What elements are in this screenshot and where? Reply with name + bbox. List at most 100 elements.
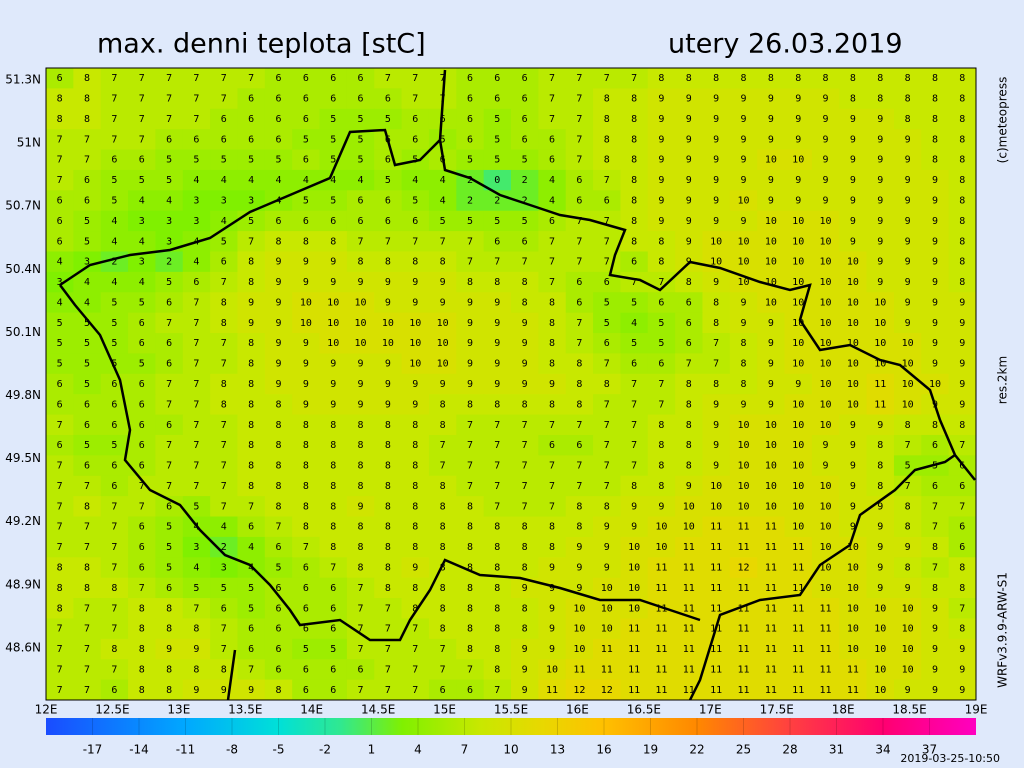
temperature-value: 9 [303,399,309,410]
temperature-value: 5 [84,440,90,451]
temperature-value: 5 [303,134,309,145]
temperature-cell [511,353,539,375]
temperature-cell [948,333,976,354]
temperature-value: 5 [385,175,391,186]
temperature-value: 7 [166,481,172,492]
temperature-value: 7 [959,501,965,512]
temperature-value: 9 [932,297,938,308]
temperature-cell [729,557,758,579]
temperature-cell [593,292,621,314]
temperature-value: 10 [929,379,941,390]
temperature-cell [483,312,512,334]
temperature-cell [128,577,156,599]
temperature-value: 7 [57,522,63,533]
temperature-value: 11 [765,664,777,675]
temperature-value: 4 [139,277,145,288]
temperature-value: 8 [631,155,637,166]
temperature-value: 10 [765,297,777,308]
temperature-cell [839,577,868,599]
temperature-cell [264,618,293,640]
temperature-cell [264,516,293,538]
temperature-value: 6 [57,399,63,410]
temperature-cell [374,536,403,558]
temperature-value: 8 [111,583,117,594]
temperature-cell [921,577,950,599]
temperature-cell [811,251,840,273]
temperature-value: 9 [303,257,309,268]
temperature-value: 7 [440,461,446,472]
temperature-value: 8 [604,94,610,105]
temperature-value: 7 [139,73,145,84]
temperature-cell [921,475,950,497]
temperature-cell [757,353,786,375]
temperature-value: 7 [221,420,227,431]
temperature-cell [565,394,594,416]
temperature-value: 5 [221,236,227,247]
temperature-cell [702,496,731,518]
temperature-value: 6 [84,461,90,472]
temperature-cell [264,169,293,191]
temperature-cell [893,68,922,89]
temperature-cell [784,516,813,538]
temperature-cell [128,618,156,640]
temperature-value: 7 [658,399,664,410]
temperature-value: 9 [932,216,938,227]
temperature-cell [948,394,976,416]
temperature-value: 7 [959,603,965,614]
temperature-cell [210,516,238,538]
temperature-cell [948,618,976,640]
temperature-cell [620,129,649,151]
temperature-value: 9 [768,338,774,349]
temperature-cell [565,231,594,252]
temperature-value: 10 [710,501,722,512]
temperature-value: 11 [628,624,640,635]
temperature-value: 10 [355,297,367,308]
temperature-value: 6 [494,236,500,247]
temperature-cell [428,475,457,497]
temperature-value: 10 [847,562,859,573]
temperature-value: 5 [166,562,172,573]
temperature-cell [155,577,184,599]
temperature-cell [128,210,156,232]
temperature-cell [155,434,184,456]
temperature-cell [428,536,457,558]
temperature-value: 7 [57,664,63,675]
temperature-value: 7 [604,359,610,370]
temperature-cell [264,557,293,579]
temperature-cell [319,414,348,436]
temperature-cell [346,577,375,599]
temperature-value: 9 [877,583,883,594]
temperature-value: 10 [437,318,449,329]
temperature-cell [620,149,649,171]
colorbar-label: -8 [226,743,238,757]
temperature-cell [264,536,293,558]
timestamp: 2019-03-25-10:50 [900,752,1000,765]
temperature-value: 7 [139,501,145,512]
temperature-value: 5 [84,236,90,247]
temperature-cell [675,88,703,110]
temperature-value: 8 [221,664,227,675]
temperature-value: 10 [792,338,804,349]
temperature-cell [264,251,293,273]
temperature-value: 7 [193,461,199,472]
temperature-cell [428,638,457,660]
temperature-value: 10 [847,277,859,288]
temperature-value: 6 [686,318,692,329]
temperature-value: 7 [467,257,473,268]
temperature-cell [921,414,950,436]
temperature-cell [346,455,375,477]
temperature-cell [729,149,758,171]
temperature-value: 9 [604,562,610,573]
temperature-value: 9 [905,134,911,145]
temperature-value: 8 [166,603,172,614]
temperature-value: 6 [111,685,117,696]
temperature-cell [237,88,266,110]
temperature-value: 9 [713,440,719,451]
temperature-cell [428,292,457,314]
temperature-value: 6 [303,562,309,573]
temperature-cell [593,149,621,171]
temperature-value: 6 [467,134,473,145]
temperature-cell [839,414,868,436]
temperature-value: 8 [877,481,883,492]
temperature-value: 11 [820,644,832,655]
